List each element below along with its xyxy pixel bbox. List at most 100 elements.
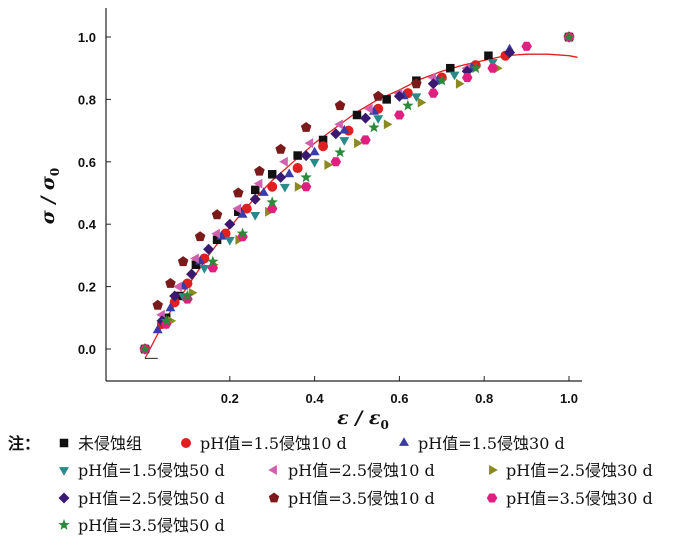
data-point — [449, 71, 460, 81]
data-point — [470, 62, 482, 74]
legend-label: pH值=2.5侵蚀30 d — [506, 461, 653, 480]
data-point — [266, 196, 278, 208]
legend-marker-icon — [399, 437, 409, 446]
y-axis-label-subscript: 0 — [48, 168, 62, 176]
data-point — [394, 110, 405, 120]
x-axis-label-subscript: 0 — [380, 418, 388, 430]
data-point — [267, 181, 278, 192]
data-point — [300, 182, 312, 192]
legend-label: pH值=2.5侵蚀50 d — [78, 489, 225, 508]
data-point — [436, 74, 448, 86]
data-point — [309, 146, 320, 156]
y-tick-label: 0.2 — [78, 280, 96, 295]
data-point — [237, 232, 248, 242]
data-point — [236, 227, 249, 239]
data-point — [339, 124, 350, 134]
fit-curve-layer — [144, 53, 578, 359]
data-point — [182, 294, 193, 304]
data-point — [241, 203, 252, 214]
series-7 — [139, 31, 575, 355]
data-point — [330, 128, 342, 140]
legend-marker-icon — [58, 519, 70, 530]
data-point — [253, 178, 263, 189]
data-point — [275, 143, 286, 154]
x-tick-label: 0.8 — [475, 391, 493, 406]
data-point — [212, 235, 222, 245]
y-tick-label: 1.0 — [78, 30, 96, 45]
data-point — [284, 168, 295, 178]
data-point — [294, 181, 304, 192]
data-point — [165, 302, 176, 312]
data-point — [487, 59, 498, 68]
legend-marker-icon — [268, 492, 280, 503]
fit-curve — [144, 53, 578, 359]
x-axis-label: ε / ε0 — [337, 407, 389, 430]
series-3 — [140, 31, 574, 352]
series-4 — [140, 34, 574, 355]
data-point — [224, 218, 236, 230]
data-point — [181, 290, 194, 301]
y-tick-label: 0.0 — [78, 342, 96, 357]
data-point — [211, 209, 223, 220]
data-point — [373, 115, 384, 124]
y-tick-label: 0.4 — [78, 217, 97, 232]
legend-label: pH值=1.5侵蚀10 d — [200, 434, 347, 453]
data-point — [383, 119, 393, 130]
legend-marker — [181, 438, 191, 448]
series-2 — [140, 32, 574, 354]
data-point — [417, 97, 427, 108]
data-point — [504, 47, 516, 59]
data-point — [455, 78, 465, 89]
legend-marker-icon — [59, 467, 69, 476]
data-point — [152, 324, 163, 334]
data-point — [203, 243, 215, 255]
data-point — [300, 122, 312, 132]
data-point — [462, 73, 473, 83]
data-point — [446, 63, 455, 73]
data-point — [224, 236, 235, 246]
data-point — [339, 137, 350, 146]
data-point — [191, 260, 201, 270]
data-point — [318, 141, 329, 152]
data-point — [160, 319, 172, 329]
data-point — [173, 281, 182, 292]
data-point — [334, 119, 343, 130]
data-point — [304, 138, 314, 149]
data-point — [427, 78, 439, 90]
data-point — [318, 135, 328, 145]
data-point — [393, 90, 405, 102]
scatter-chart: 0.2 0.4 0.6 0.8 1.00.00.20.40.60.81.0 ε / ε0… — [37, 8, 582, 430]
legend-marker — [58, 492, 70, 504]
data-point — [330, 157, 342, 167]
x-tick-label: 0.4 — [306, 391, 325, 406]
data-point — [411, 78, 422, 89]
y-tick-label: 0.8 — [78, 92, 96, 107]
legend-label: pH值=1.5侵蚀30 d — [418, 434, 565, 453]
data-point — [258, 187, 269, 196]
x-axis-label-main: ε / ε — [337, 407, 381, 429]
data-point — [237, 209, 248, 218]
legend-marker — [486, 493, 498, 503]
legend-marker — [59, 438, 69, 448]
legend-marker — [59, 467, 69, 476]
data-point — [300, 171, 312, 183]
data-point — [279, 156, 288, 167]
data-point — [402, 99, 414, 111]
data-point — [484, 51, 493, 60]
data-point — [360, 135, 371, 145]
y-axis-label: σ / σ0 — [37, 168, 62, 225]
legend-label: pH值=3.5侵蚀50 d — [78, 516, 225, 535]
data-point — [411, 93, 422, 102]
legend-marker-icon — [58, 492, 70, 504]
legend-marker — [489, 465, 498, 475]
data-point — [382, 95, 391, 104]
data-points-layer — [139, 31, 575, 355]
series-5 — [139, 32, 572, 354]
tick-layer: 0.2 0.4 0.6 0.8 1.0 0.0 0.2 0.4 0.6 0.8 1.0 — [78, 30, 578, 406]
data-point — [334, 146, 346, 158]
data-point — [324, 159, 334, 170]
series-8 — [139, 31, 575, 354]
legend-marker — [58, 519, 70, 530]
data-point — [487, 63, 498, 73]
legend-label: pH值=3.5侵蚀10 d — [288, 489, 435, 508]
